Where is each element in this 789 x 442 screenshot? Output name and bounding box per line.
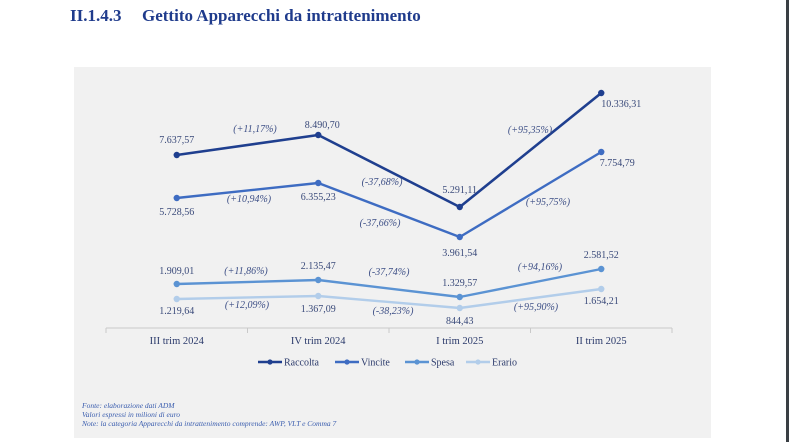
data-point-erario (598, 285, 605, 293)
data-point-raccolta (173, 151, 180, 159)
change-label: (+11,86%) (224, 266, 268, 277)
legend-label: Vincite (361, 358, 390, 369)
legend-swatch-marker (475, 359, 481, 365)
data-label: 6.355,23 (301, 192, 336, 203)
data-label: 2.581,52 (584, 250, 619, 261)
chart-notes: Fonte: elaborazione dati ADM Valori espr… (82, 401, 336, 428)
data-label: 8.490,70 (305, 120, 340, 131)
data-label: 1.219,64 (159, 306, 194, 317)
x-tick-label: IV trim 2024 (291, 336, 346, 347)
data-point-spesa (173, 280, 180, 288)
category-note: Note: la categoria Apparecchi da intratt… (82, 419, 337, 428)
data-label: 2.135,47 (301, 261, 336, 272)
legend-swatch-marker (344, 359, 350, 365)
data-point-erario (456, 304, 463, 312)
section-number: II.1.4.3 (70, 6, 122, 25)
units-note: Valori espressi in milioni di euro (82, 410, 180, 419)
x-tick-label: I trim 2025 (436, 336, 483, 347)
data-point-raccolta (456, 203, 463, 211)
data-label: 1.654,21 (584, 296, 619, 307)
data-label: 1.329,57 (442, 278, 477, 289)
data-point-vincite (456, 233, 463, 241)
legend-label: Spesa (431, 358, 455, 369)
legend-swatch-marker (267, 359, 273, 365)
change-label: (+11,17%) (233, 124, 277, 135)
series-line-spesa (176, 267, 602, 299)
change-label: (+95,90%) (514, 302, 559, 313)
change-label: (+95,75%) (526, 197, 571, 208)
series-line-raccolta (176, 91, 603, 209)
data-label: 1.367,09 (301, 304, 336, 315)
data-point-spesa (598, 265, 605, 273)
series-line-vincite (176, 150, 602, 239)
chart-panel (74, 67, 711, 438)
data-label: 7.637,57 (159, 135, 194, 146)
data-point-vincite (173, 194, 180, 202)
data-point-raccolta (315, 131, 322, 139)
change-label: (-37,68%) (362, 177, 403, 188)
data-point-spesa (315, 276, 322, 284)
change-label: (-38,23%) (373, 306, 414, 317)
change-label: (+95,35%) (508, 125, 553, 136)
x-tick-label: II trim 2025 (576, 336, 627, 347)
data-point-raccolta (598, 89, 605, 97)
data-label: 3.961,54 (442, 248, 477, 259)
change-label: (+12,09%) (225, 300, 270, 311)
data-point-vincite (315, 179, 322, 187)
source-note: Fonte: elaborazione dati ADM (82, 401, 175, 410)
change-label: (+94,16%) (518, 262, 563, 273)
legend-label: Raccolta (284, 358, 320, 369)
data-label: 10.336,31 (601, 99, 641, 110)
legend-swatch-marker (414, 359, 420, 365)
change-label: (-37,74%) (369, 267, 410, 278)
data-point-spesa (456, 293, 463, 301)
legend-label: Erario (492, 358, 517, 369)
section-heading: II.1.4.3 Gettito Apparecchi da intratteni… (70, 6, 421, 26)
data-label: 844,43 (446, 316, 474, 327)
change-label: (-37,66%) (360, 218, 401, 229)
data-point-erario (173, 295, 180, 303)
section-title: Gettito Apparecchi da intrattenimento (142, 6, 421, 25)
window-edge (786, 0, 789, 442)
data-label: 1.909,01 (159, 266, 194, 277)
x-tick-label: III trim 2024 (150, 336, 205, 347)
series-line-erario (176, 287, 602, 310)
data-label: 7.754,79 (600, 158, 635, 169)
data-label: 5.291,11 (442, 185, 477, 196)
data-point-erario (315, 292, 322, 300)
data-label: 5.728,56 (159, 207, 194, 218)
data-point-vincite (598, 148, 605, 156)
change-label: (+10,94%) (227, 194, 272, 205)
